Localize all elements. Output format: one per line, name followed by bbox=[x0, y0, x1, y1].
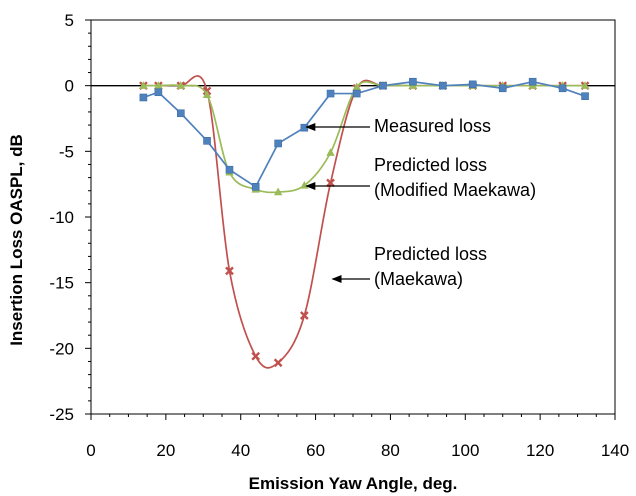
data-point bbox=[439, 81, 447, 90]
y-axis-title: Insertion Loss OASPL, dB bbox=[7, 134, 26, 346]
data-point bbox=[154, 88, 163, 97]
data-point bbox=[352, 82, 361, 91]
data-point bbox=[225, 165, 234, 174]
series-2 bbox=[139, 75, 590, 369]
data-point bbox=[409, 77, 417, 86]
x-tick-label: 140 bbox=[601, 441, 629, 460]
data-point bbox=[326, 178, 335, 188]
data-point bbox=[580, 81, 590, 89]
data-point bbox=[468, 80, 477, 89]
annotation-0: Measured loss bbox=[305, 116, 491, 136]
data-point bbox=[528, 77, 537, 86]
data-point bbox=[177, 109, 185, 118]
y-tick-label: -20 bbox=[49, 339, 74, 358]
y-tick-label: -5 bbox=[59, 142, 74, 161]
data-point bbox=[274, 139, 282, 148]
data-point bbox=[251, 182, 260, 191]
x-tick-label: 0 bbox=[86, 441, 95, 460]
data-point bbox=[273, 187, 283, 196]
data-point bbox=[558, 84, 567, 93]
y-tick-label: -10 bbox=[49, 208, 74, 227]
data-point bbox=[498, 84, 507, 93]
y-axis: -25 -20 -15 -10 -5 0 5 bbox=[49, 11, 91, 424]
x-axis-title: Emission Yaw Angle, deg. bbox=[249, 474, 458, 493]
annotation-text: (Maekawa) bbox=[374, 269, 463, 289]
data-point bbox=[203, 137, 211, 145]
data-point bbox=[202, 90, 212, 99]
annotation-text: Measured loss bbox=[374, 116, 491, 136]
annotation-group: Measured loss Predicted loss (Modified Mae… bbox=[305, 116, 536, 289]
data-point bbox=[273, 358, 283, 368]
data-point bbox=[251, 351, 261, 361]
x-tick-label: 40 bbox=[231, 441, 250, 460]
series-line bbox=[143, 75, 586, 369]
data-point bbox=[139, 81, 148, 89]
y-tick-label: 5 bbox=[65, 11, 74, 30]
data-point bbox=[299, 311, 309, 320]
data-point bbox=[379, 81, 387, 90]
data-point bbox=[581, 92, 589, 100]
data-point bbox=[225, 266, 234, 276]
data-point bbox=[139, 93, 148, 102]
annotation-text: Predicted loss bbox=[374, 244, 487, 264]
x-tick-label: 100 bbox=[451, 441, 479, 460]
data-point bbox=[352, 89, 361, 98]
data-point bbox=[326, 148, 335, 156]
y-tick-label: -25 bbox=[49, 405, 74, 424]
x-axis: 0 20 40 60 80 100 120 140 bbox=[86, 414, 629, 460]
annotation-text: (Modified Maekawa) bbox=[374, 180, 536, 200]
series-group bbox=[139, 75, 590, 369]
data-point bbox=[326, 89, 335, 98]
annotation-2: Predicted loss (Maekawa) bbox=[331, 244, 487, 289]
x-tick-label: 20 bbox=[156, 441, 175, 460]
x-tick-label: 80 bbox=[381, 441, 400, 460]
data-point bbox=[176, 81, 186, 89]
annotation-text: Predicted loss bbox=[374, 155, 487, 175]
annotation-1: Predicted loss (Modified Maekawa) bbox=[305, 155, 536, 200]
data-point bbox=[300, 123, 309, 132]
series-line bbox=[143, 80, 586, 189]
series-0 bbox=[139, 77, 589, 191]
y-tick-label: -15 bbox=[49, 274, 74, 293]
data-point bbox=[154, 81, 163, 89]
x-tick-label: 120 bbox=[526, 441, 554, 460]
y-tick-label: 0 bbox=[65, 77, 74, 96]
x-tick-label: 60 bbox=[306, 441, 325, 460]
